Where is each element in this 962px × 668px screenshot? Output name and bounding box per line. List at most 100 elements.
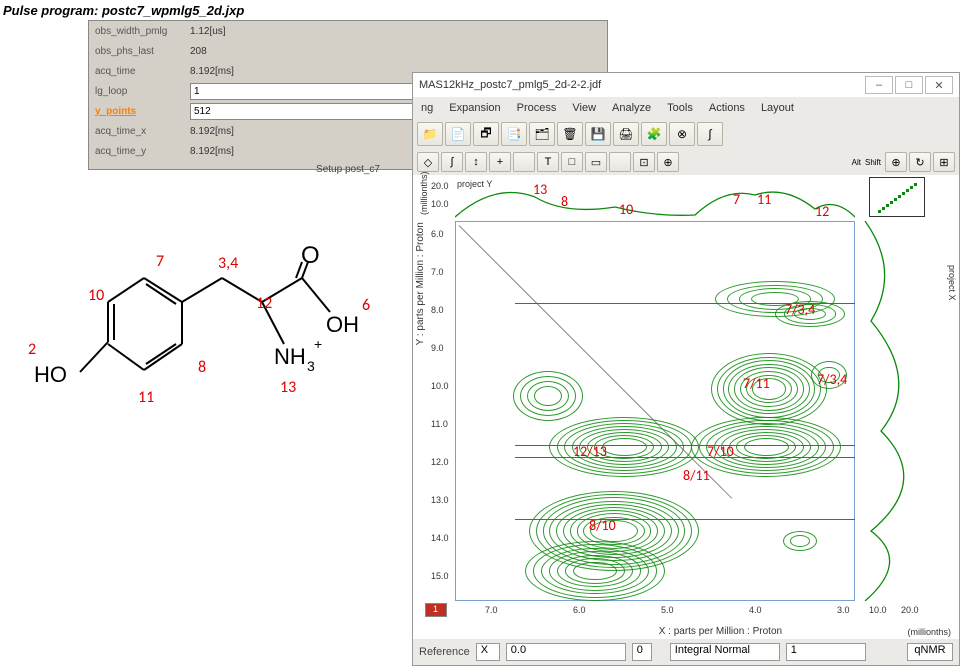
x-tick: 7.0 bbox=[485, 605, 498, 615]
tool-button[interactable]: 📄 bbox=[445, 122, 471, 146]
tool-button[interactable] bbox=[609, 152, 631, 172]
position-label: 7 bbox=[156, 252, 164, 271]
position-label: 13 bbox=[280, 378, 296, 397]
modifier-label: Shift bbox=[865, 158, 881, 167]
overview-thumbnail[interactable] bbox=[869, 177, 925, 217]
nmr-window: MAS12kHz_postc7_pmlg5_2d-2-2.jdf – □ ✕ n… bbox=[412, 72, 960, 666]
tool-button[interactable]: ⊕ bbox=[885, 152, 907, 172]
integral-value[interactable]: 1 bbox=[786, 643, 866, 661]
peak-label: 8 bbox=[561, 193, 568, 210]
x-tick: 6.0 bbox=[573, 605, 586, 615]
tool-button[interactable]: ∫ bbox=[441, 152, 463, 172]
tool-button[interactable]: T bbox=[537, 152, 559, 172]
reference-right[interactable]: 0 bbox=[632, 643, 652, 661]
x-tick: 5.0 bbox=[661, 605, 674, 615]
window-titlebar: MAS12kHz_postc7_pmlg5_2d-2-2.jdf – □ ✕ bbox=[413, 73, 959, 97]
tool-button[interactable]: 📑 bbox=[501, 122, 527, 146]
integral-mode[interactable]: Integral Normal bbox=[670, 643, 780, 661]
atom-label: 3 bbox=[307, 358, 315, 374]
minimize-button[interactable]: – bbox=[865, 76, 893, 94]
tool-button[interactable]: ⊡ bbox=[633, 152, 655, 172]
y-tick: 7.0 bbox=[431, 267, 444, 277]
param-row: obs_phs_last208 bbox=[89, 41, 607, 61]
tool-button[interactable]: ◇ bbox=[417, 152, 439, 172]
tool-button[interactable] bbox=[513, 152, 535, 172]
plot-area[interactable]: Y : parts per Million : Proton (milliont… bbox=[413, 175, 959, 639]
reference-mode[interactable]: X bbox=[476, 643, 500, 661]
crosspeak-label: 7/3,4 bbox=[817, 371, 847, 388]
param-value: 208 bbox=[190, 46, 601, 57]
modifier-label: Alt bbox=[852, 158, 861, 167]
guide-line bbox=[515, 303, 855, 304]
menu-item[interactable]: Actions bbox=[705, 100, 749, 116]
y-tick: 14.0 bbox=[431, 533, 449, 543]
trace-index: 1 bbox=[433, 604, 438, 614]
menu-item[interactable]: Expansion bbox=[445, 100, 504, 116]
position-label: 2 bbox=[28, 340, 36, 359]
projection-y-trace bbox=[455, 177, 855, 219]
y-tick: 9.0 bbox=[431, 343, 444, 353]
tool-button[interactable]: ↻ bbox=[909, 152, 931, 172]
tool-button[interactable]: ⊗ bbox=[669, 122, 695, 146]
x-unit-label: (millionths) bbox=[907, 627, 951, 637]
param-row: obs_width_pmlg1.12[us] bbox=[89, 21, 607, 41]
tool-button[interactable]: 🧩 bbox=[641, 122, 667, 146]
qnmr-button[interactable]: qNMR bbox=[907, 643, 953, 661]
tool-button[interactable]: 🗗 bbox=[473, 122, 499, 146]
menu-item[interactable]: View bbox=[568, 100, 600, 116]
contour-ring bbox=[602, 438, 647, 456]
position-label: 11 bbox=[138, 388, 154, 407]
y-tick: 13.0 bbox=[431, 495, 449, 505]
guide-line bbox=[515, 445, 855, 446]
y-tick: 11.0 bbox=[431, 419, 448, 429]
menu-item[interactable]: Process bbox=[513, 100, 561, 116]
peak-label: 12 bbox=[815, 203, 829, 220]
projection-x-trace bbox=[861, 221, 933, 601]
atom-label: + bbox=[314, 336, 322, 352]
tool-button[interactable]: 🖨 bbox=[613, 122, 639, 146]
y-top-tick: 10.0 bbox=[431, 199, 449, 209]
atom-label: NH bbox=[274, 344, 306, 370]
param-label: y_points bbox=[95, 106, 190, 117]
param-label: obs_phs_last bbox=[95, 46, 190, 57]
tool-button[interactable]: ↕ bbox=[465, 152, 487, 172]
menu-item[interactable]: Tools bbox=[663, 100, 697, 116]
menu-item[interactable]: ng bbox=[417, 100, 437, 116]
peak-label: 7 bbox=[733, 191, 740, 208]
y-tick: 12.0 bbox=[431, 457, 449, 467]
tool-button[interactable]: ▭ bbox=[585, 152, 607, 172]
tool-button[interactable]: 🗑 bbox=[557, 122, 583, 146]
close-button[interactable]: ✕ bbox=[925, 76, 953, 94]
x-right-tick: 20.0 bbox=[901, 605, 919, 615]
contour-ring bbox=[744, 438, 789, 456]
toolbar-secondary: ◇∫↕+T□▭⊡⊕AltShift⊕↻⊞ bbox=[413, 149, 959, 175]
tool-button[interactable]: □ bbox=[561, 152, 583, 172]
tool-button[interactable]: ⊞ bbox=[933, 152, 955, 172]
guide-line bbox=[515, 457, 855, 458]
position-label: 8 bbox=[198, 358, 206, 377]
menu-item[interactable]: Analyze bbox=[608, 100, 655, 116]
peak-label: 10 bbox=[619, 201, 633, 218]
toolbar-main: 📁📄🗗📑🗂🗑💾🖨🧩⊗∫ bbox=[413, 119, 959, 149]
tool-button[interactable]: ⊕ bbox=[657, 152, 679, 172]
y-unit-label: (millionths) bbox=[419, 171, 429, 215]
tool-button[interactable]: 🗂 bbox=[529, 122, 555, 146]
tool-button[interactable]: 💾 bbox=[585, 122, 611, 146]
menu-bar: ng Expansion Process View Analyze Tools Action… bbox=[413, 97, 959, 119]
maximize-button[interactable]: □ bbox=[895, 76, 923, 94]
param-value: 1.12[us] bbox=[190, 26, 601, 37]
tool-button[interactable]: 📁 bbox=[417, 122, 443, 146]
param-label: acq_time bbox=[95, 66, 190, 77]
window-title: MAS12kHz_postc7_pmlg5_2d-2-2.jdf bbox=[419, 79, 601, 91]
pulse-program-title: Pulse program: postc7_wpmlg5_2d.jxp bbox=[3, 3, 244, 18]
x-axis-label: X : parts per Million : Proton bbox=[659, 626, 782, 637]
tool-button[interactable]: ∫ bbox=[697, 122, 723, 146]
contour-ring bbox=[534, 386, 562, 406]
reference-label: Reference bbox=[419, 646, 470, 658]
menu-item[interactable]: Layout bbox=[757, 100, 798, 116]
x-right-tick: 10.0 bbox=[869, 605, 887, 615]
peak-label: 13 bbox=[533, 181, 547, 198]
reference-value[interactable]: 0.0 bbox=[506, 643, 626, 661]
crosspeak-label: 8/11 bbox=[683, 467, 710, 484]
tool-button[interactable]: + bbox=[489, 152, 511, 172]
